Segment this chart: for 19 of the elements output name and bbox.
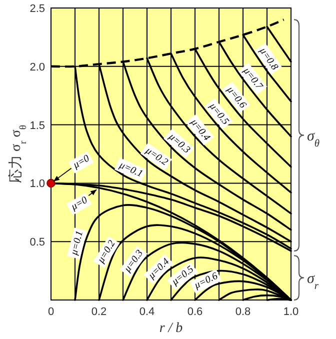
x-tick-label: 0.2 bbox=[91, 306, 107, 318]
y-tick-label: 1.5 bbox=[30, 120, 45, 132]
x-tick-label: 0 bbox=[48, 306, 54, 318]
text: σ$_{r}$ bbox=[307, 270, 320, 292]
x-tick-label: 0.6 bbox=[187, 306, 203, 318]
y-tick-label: 2.0 bbox=[30, 61, 45, 74]
text: μ=0 bbox=[70, 153, 92, 172]
text: μ=0.1 bbox=[116, 160, 144, 180]
text: σ$_{θ}$ bbox=[307, 128, 320, 149]
text: μ=0.2 bbox=[142, 144, 170, 168]
legend-label: μ=0 bbox=[68, 194, 90, 214]
x-tick-label: 1.0 bbox=[283, 306, 299, 318]
x-tick-label: 0.8 bbox=[235, 306, 251, 318]
y-tick-label: 2.5 bbox=[30, 3, 45, 15]
x-tick-label: 0.4 bbox=[139, 306, 155, 318]
y-tick-label: 1.0 bbox=[30, 178, 45, 190]
y-tick-label: 0.5 bbox=[30, 236, 45, 249]
x-axis-title: r / b bbox=[159, 321, 183, 336]
text: μ=0.1 bbox=[68, 230, 86, 258]
